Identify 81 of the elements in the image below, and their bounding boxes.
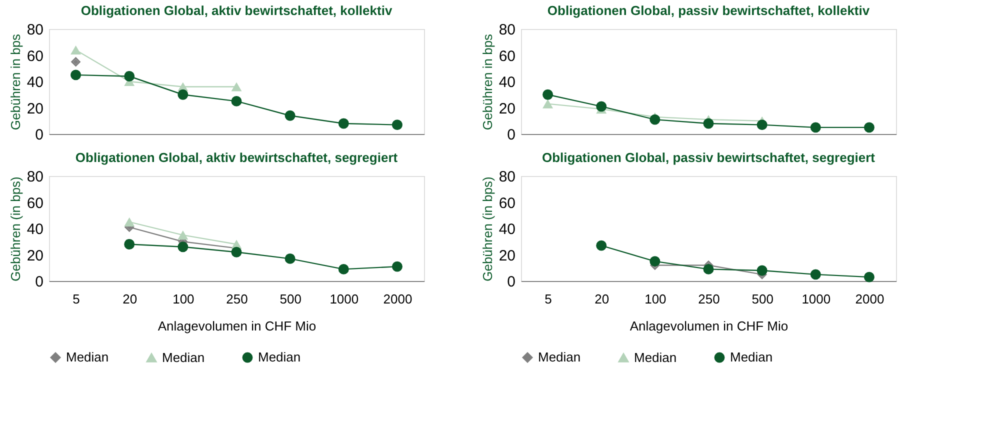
point — [284, 253, 296, 264]
y-tick-label: 40 — [26, 221, 44, 238]
point — [596, 101, 607, 112]
y-tick-label: 20 — [498, 247, 516, 264]
y-tick-label: 0 — [507, 126, 516, 144]
legend-label: Median — [634, 350, 677, 365]
y-tick-label: 60 — [26, 194, 44, 212]
y-axis-title: Gebühren in bps — [480, 33, 495, 130]
x-tick-label: 100 — [172, 292, 194, 306]
x-tick-label: 2000 — [383, 292, 412, 306]
point — [864, 122, 874, 133]
point — [650, 114, 660, 125]
point — [864, 272, 874, 282]
point — [703, 264, 714, 274]
x-tick-label: 5 — [544, 292, 552, 306]
point — [810, 269, 821, 280]
legend-label: Median — [162, 350, 205, 365]
y-tick-label: 20 — [26, 100, 44, 118]
point — [178, 230, 188, 240]
x-axis-title: Anlagevolumen in CHF Mio — [158, 318, 316, 334]
chart-title: Obligationen Global, aktiv bewirtschaftet, kollektiv — [80, 3, 393, 18]
x-tick-label: 1000 — [330, 292, 359, 306]
y-tick-label: 20 — [498, 100, 516, 118]
y-tick-label: 60 — [26, 48, 44, 65]
y-tick-label: 40 — [498, 74, 516, 91]
point — [70, 45, 82, 55]
x-tick-label: 250 — [226, 292, 248, 306]
x-tick-label: 500 — [752, 292, 774, 306]
y-axis-title: Gebühren in bps — [8, 33, 23, 130]
legend-label: Median — [730, 350, 773, 365]
point — [703, 118, 714, 129]
x-tick-label: 20 — [594, 292, 610, 306]
y-tick-label: 60 — [498, 194, 516, 212]
chart-title: Obligationen Global, passiv bewirtschaftet, segregiert — [542, 150, 876, 165]
legend-label: Median — [538, 350, 581, 365]
x-tick-label: 100 — [644, 292, 666, 306]
y-tick-label: 0 — [35, 126, 44, 144]
point — [756, 120, 768, 130]
x-tick-label: 1000 — [802, 292, 831, 306]
y-tick-label: 80 — [26, 168, 44, 186]
point — [542, 89, 554, 100]
point — [70, 70, 82, 80]
point — [178, 242, 188, 252]
x-tick-label: 5 — [72, 292, 80, 306]
point — [231, 96, 242, 106]
point — [338, 118, 349, 129]
y-axis-title: Gebühren (in bps) — [8, 176, 23, 282]
point — [124, 217, 135, 226]
point — [756, 265, 768, 276]
x-axis-title: Anlagevolumen in CHF Mio — [630, 318, 788, 334]
legend-label: Median — [66, 350, 109, 365]
point — [124, 71, 135, 82]
y-tick-label: 0 — [507, 274, 516, 290]
point — [178, 89, 188, 100]
x-tick-label: 250 — [698, 292, 720, 306]
y-tick-label: 40 — [26, 74, 44, 91]
point — [542, 99, 554, 108]
y-tick-label: 80 — [498, 168, 516, 186]
y-axis-title: Gebühren (in bps) — [480, 176, 495, 282]
y-tick-label: 0 — [35, 274, 44, 290]
y-tick-label: 20 — [26, 247, 44, 264]
x-tick-label: 500 — [280, 292, 302, 306]
x-tick-label: 2000 — [855, 292, 884, 306]
chart-title: Obligationen Global, aktiv bewirtschaftet, segregiert — [75, 150, 398, 165]
point — [284, 110, 296, 121]
y-tick-label: 60 — [498, 48, 516, 65]
point — [596, 240, 607, 251]
point — [231, 246, 242, 258]
y-tick-label: 40 — [498, 221, 516, 238]
point — [810, 122, 821, 133]
point — [231, 82, 242, 92]
legend-label: Median — [258, 350, 301, 365]
point — [392, 120, 402, 130]
point — [650, 256, 660, 267]
chart-title: Obligationen Global, passiv bewirtschaftet, kollektiv — [547, 3, 870, 18]
point — [338, 264, 349, 274]
y-tick-label: 80 — [26, 22, 44, 38]
y-tick-label: 80 — [498, 22, 516, 38]
point — [124, 239, 135, 250]
point — [392, 261, 402, 272]
x-tick-label: 20 — [122, 292, 138, 306]
